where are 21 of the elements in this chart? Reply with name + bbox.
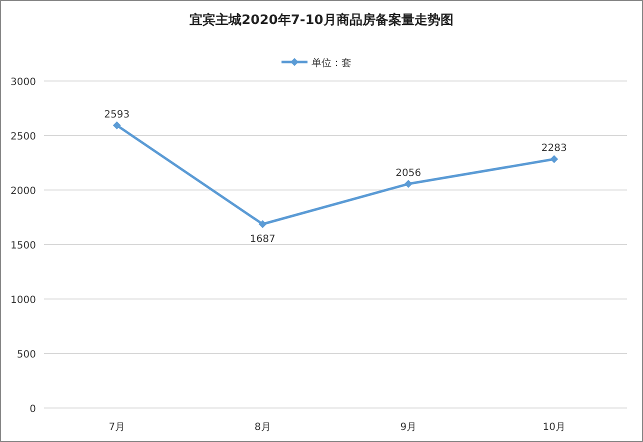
y-tick-label: 500 xyxy=(16,350,36,360)
y-tick-label: 3000 xyxy=(10,77,36,88)
x-tick-label: 7月 xyxy=(108,422,126,433)
data-label: 1687 xyxy=(250,234,276,246)
point xyxy=(112,121,121,130)
y-tick-label: 1000 xyxy=(10,295,36,306)
point xyxy=(404,180,412,188)
x-tick-label: 8月 xyxy=(254,422,271,433)
data-label: 2593 xyxy=(104,109,130,120)
point xyxy=(550,155,558,164)
legend-label: 单位：套 xyxy=(312,57,352,69)
chart-title: 宜宾主城2020年7-10月商品房备案量走势图 xyxy=(190,12,454,28)
data-label: 2283 xyxy=(541,143,567,154)
x-tick-label: 10月 xyxy=(542,422,566,433)
y-tick-label: 2000 xyxy=(10,186,36,197)
y-tick-label: 1500 xyxy=(10,240,36,252)
data-label: 2056 xyxy=(396,168,422,179)
y-tick-label: 0 xyxy=(30,404,36,415)
point xyxy=(258,220,267,228)
x-tick-label: 9月 xyxy=(400,422,417,433)
y-tick-label: 2500 xyxy=(10,132,36,142)
